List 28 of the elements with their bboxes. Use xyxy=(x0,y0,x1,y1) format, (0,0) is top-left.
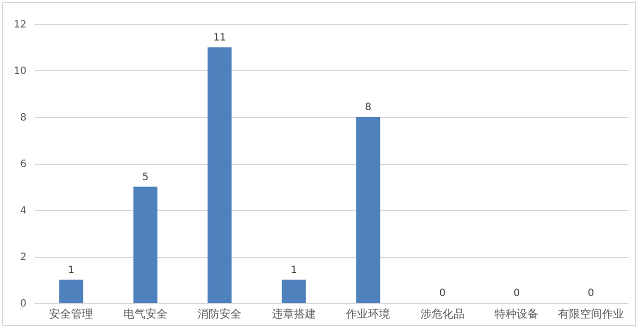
x-tick-label: 违章搭建 xyxy=(272,308,316,320)
data-label: 0 xyxy=(588,288,594,299)
y-tick-label: 0 xyxy=(20,298,26,310)
y-tick-label: 10 xyxy=(14,66,26,77)
x-tick-label: 特种设备 xyxy=(494,308,539,320)
data-label: 0 xyxy=(513,288,520,299)
x-tick-label: 安全管理 xyxy=(49,308,94,320)
data-label: 1 xyxy=(68,264,74,276)
y-tick-label: 12 xyxy=(14,20,26,30)
data-label: 1 xyxy=(290,264,298,276)
x-tick-label: 涉危化品 xyxy=(420,308,464,320)
y-tick-label: 6 xyxy=(20,159,26,170)
y-tick-label: 8 xyxy=(20,112,26,124)
data-label: 0 xyxy=(439,288,446,299)
data-label: 8 xyxy=(364,102,372,113)
y-tick-label: 2 xyxy=(20,252,26,263)
bar xyxy=(356,117,380,303)
bar xyxy=(282,280,306,303)
y-tick-label: 4 xyxy=(20,206,26,216)
bar xyxy=(133,186,158,303)
data-label: 5 xyxy=(142,172,149,183)
x-tick-label: 有限空间作业 xyxy=(558,308,624,320)
data-label: 11 xyxy=(213,32,226,44)
x-tick-label: 电气安全 xyxy=(123,308,168,320)
bar xyxy=(208,47,232,303)
x-tick-label: 作业环境 xyxy=(345,308,390,320)
bar xyxy=(59,280,84,303)
x-tick-label: 消防安全 xyxy=(198,308,242,320)
